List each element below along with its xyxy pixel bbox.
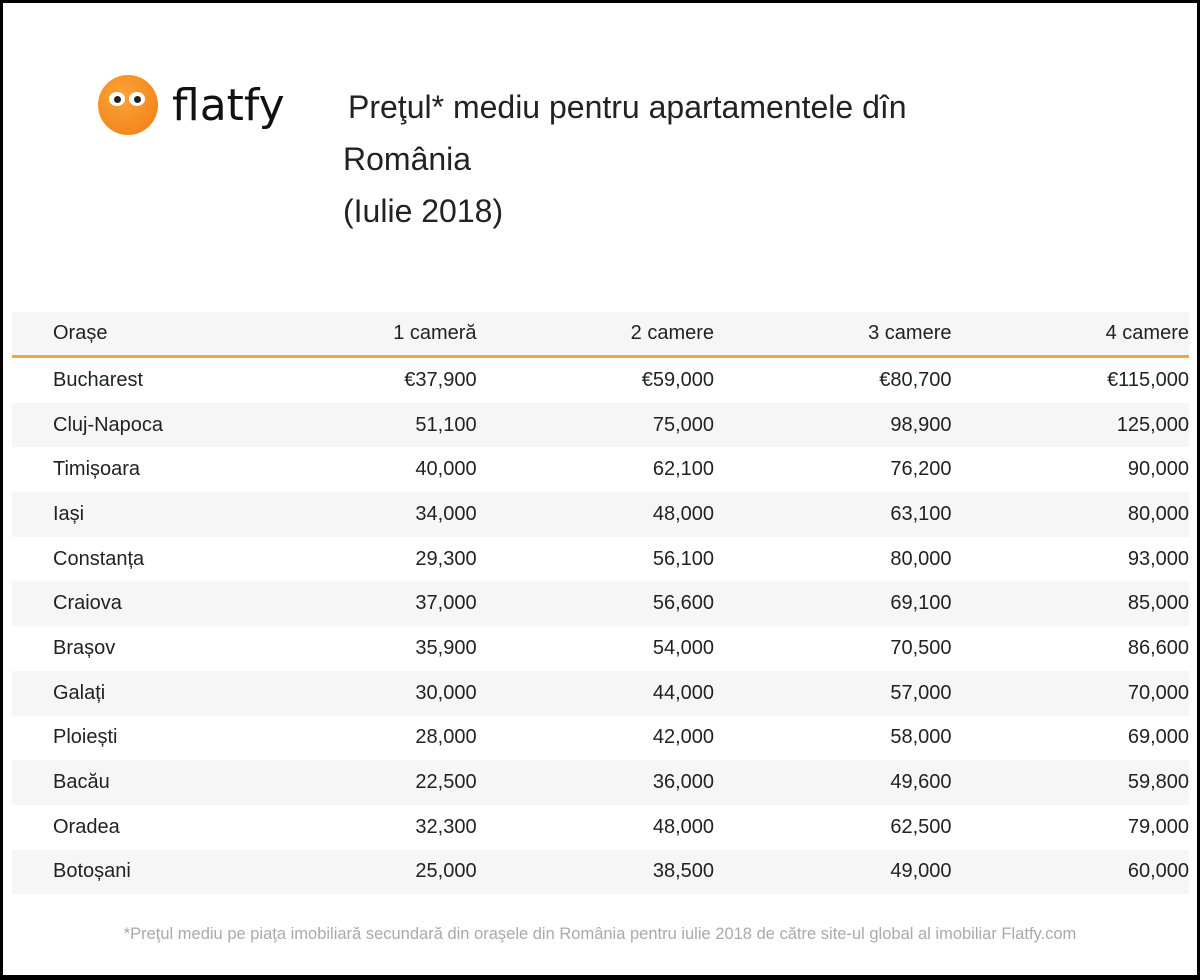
column-header: 4 camere xyxy=(951,312,1189,358)
table-row: Bacău 22,500 36,000 49,600 59,800 xyxy=(12,760,1189,805)
title-line-2: România xyxy=(343,141,472,177)
table-row: Iași 34,000 48,000 63,100 80,000 xyxy=(12,492,1189,537)
price-cell: 62,100 xyxy=(652,458,715,481)
price-cell: 54,000 xyxy=(652,636,715,659)
price-cell: 58,000 xyxy=(890,726,952,749)
price-cell: 75,000 xyxy=(652,413,715,436)
price-cell: 125,000 xyxy=(1116,413,1189,436)
price-cell: 42,000 xyxy=(652,726,715,749)
city-cell: Galați xyxy=(53,681,106,704)
price-cell: 79,000 xyxy=(1127,815,1189,838)
table-row: Cluj-Napoca 51,100 75,000 98,900 125,000 xyxy=(12,402,1189,448)
price-cell: 56,600 xyxy=(652,592,715,615)
price-cell: 49,600 xyxy=(890,771,952,794)
city-cell: Ploiești xyxy=(53,726,118,749)
price-cell: 34,000 xyxy=(415,502,477,525)
price-cell: 44,000 xyxy=(652,681,715,704)
price-cell: 51,100 xyxy=(415,413,477,436)
price-cell: 49,000 xyxy=(890,860,952,883)
infographic: flatfy Preţul* mediu pentru apartamentel… xyxy=(3,3,1197,975)
price-cell: 22,500 xyxy=(415,771,477,794)
city-cell: Iași xyxy=(53,502,85,525)
table-row: Bucharest €37,900 €59,000 €80,700 €115,000 xyxy=(12,357,1189,403)
price-cell: 48,000 xyxy=(652,502,715,525)
table-row: Oradea 32,300 48,000 62,500 79,000 xyxy=(12,805,1189,850)
price-cell: €37,900 xyxy=(404,368,477,391)
price-cell: 48,000 xyxy=(652,815,715,838)
table-row: Timișoara 40,000 62,100 76,200 90,000 xyxy=(12,447,1189,492)
price-cell: 80,000 xyxy=(1127,502,1189,525)
price-cell: 98,900 xyxy=(890,413,952,436)
logo-text: flatfy xyxy=(172,79,285,131)
flatfy-logo: flatfy xyxy=(98,75,285,135)
city-cell: Bacău xyxy=(53,771,110,794)
price-cell: 36,000 xyxy=(652,771,715,794)
price-cell: 35,900 xyxy=(415,636,477,659)
column-header: Orașe xyxy=(12,312,314,358)
price-cell: €59,000 xyxy=(641,368,715,391)
price-cell: 93,000 xyxy=(1127,547,1189,570)
column-header: 1 cameră xyxy=(313,312,477,358)
table-row: Craiova 37,000 56,600 69,100 85,000 xyxy=(12,581,1189,627)
title-line-3: (Iulie 2018) xyxy=(343,193,504,229)
page-title: Preţul* mediu pentru apartamentele dîn R… xyxy=(343,81,907,237)
price-table: Orașe 1 cameră 2 camere 3 camere 4 camere Bu… xyxy=(12,312,1189,895)
price-cell: 62,500 xyxy=(890,815,952,838)
table-row: Brașov 35,900 54,000 70,500 86,600 xyxy=(12,626,1189,671)
price-cell: 25,000 xyxy=(415,860,477,883)
table-header: Orașe 1 cameră 2 camere 3 camere 4 camere xyxy=(12,312,1189,358)
table-row: Galați 30,000 44,000 57,000 70,000 xyxy=(12,670,1189,716)
price-cell: 29,300 xyxy=(415,547,477,570)
price-cell: 57,000 xyxy=(890,681,952,704)
price-cell: 76,200 xyxy=(890,458,952,481)
price-cell: 30,000 xyxy=(415,681,477,704)
table-row: Botoșani 25,000 38,500 49,000 60,000 xyxy=(12,849,1189,895)
city-cell: Timișoara xyxy=(53,458,141,481)
footnote: *Preţul mediu pe piaţa imobiliară secund… xyxy=(123,925,1077,943)
price-cell: 86,600 xyxy=(1127,636,1189,659)
price-cell: 38,500 xyxy=(652,860,715,883)
city-cell: Botoșani xyxy=(53,860,131,883)
price-cell: 63,100 xyxy=(890,502,952,525)
price-cell: 70,000 xyxy=(1127,681,1189,704)
price-cell: 85,000 xyxy=(1127,592,1189,615)
table-row: Ploiești 28,000 42,000 58,000 69,000 xyxy=(12,716,1189,761)
price-cell: 69,100 xyxy=(890,592,952,615)
price-cell: €80,700 xyxy=(879,368,952,391)
price-cell: 40,000 xyxy=(415,458,477,481)
city-cell: Craiova xyxy=(53,592,122,615)
city-cell: Bucharest xyxy=(53,368,144,391)
price-cell: 90,000 xyxy=(1127,458,1189,481)
price-cell: 32,300 xyxy=(415,815,477,838)
city-cell: Brașov xyxy=(53,636,116,659)
price-cell: 70,500 xyxy=(890,636,952,659)
flatfy-eyes-icon xyxy=(98,75,158,135)
price-cell: 28,000 xyxy=(415,726,477,749)
price-cell: 60,000 xyxy=(1127,860,1189,883)
column-header: 2 camere xyxy=(476,312,715,358)
price-cell: 80,000 xyxy=(890,547,952,570)
city-cell: Constanța xyxy=(53,547,145,570)
city-cell: Cluj-Napoca xyxy=(53,413,164,436)
city-cell: Oradea xyxy=(53,815,120,838)
price-cell: €115,000 xyxy=(1107,368,1189,391)
price-cell: 37,000 xyxy=(415,592,477,615)
title-line-1: Preţul* mediu pentru apartamentele dîn xyxy=(348,89,907,125)
column-header: 3 camere xyxy=(714,312,952,358)
price-cell: 69,000 xyxy=(1127,726,1189,749)
price-cell: 56,100 xyxy=(652,547,715,570)
table-row: Constanța 29,300 56,100 80,000 93,000 xyxy=(12,537,1189,582)
price-cell: 59,800 xyxy=(1127,771,1189,794)
